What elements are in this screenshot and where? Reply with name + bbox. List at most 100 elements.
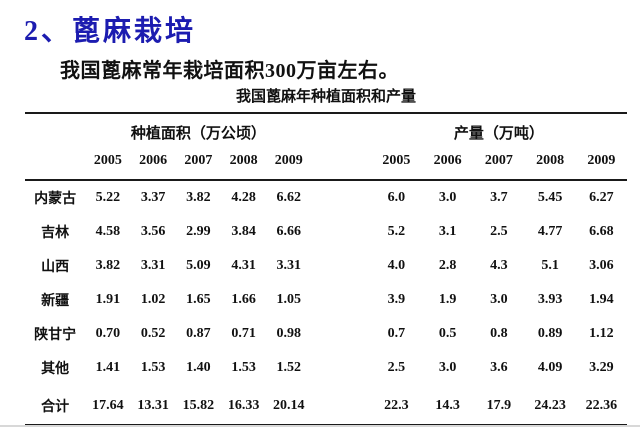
- cell: 1.40: [186, 360, 211, 375]
- slide-heading: 2、蓖麻栽培: [24, 16, 197, 47]
- cell: 4.28: [231, 190, 256, 205]
- cell: 6.68: [589, 224, 614, 239]
- cell: 0.52: [140, 326, 166, 341]
- cell: 4.0: [387, 258, 406, 273]
- cell: 5.09: [186, 258, 211, 273]
- group-spacer: [311, 215, 370, 249]
- cell: 1.12: [589, 326, 614, 341]
- cell: 15.82: [182, 398, 215, 413]
- cell: 0.5: [438, 326, 457, 341]
- total-row: 合计 17.64 13.31 15.82 16.33 20.14 22.3 14…: [25, 385, 627, 426]
- group-spacer: [311, 317, 370, 351]
- row-label: 山西: [41, 260, 70, 275]
- cell: 4.3: [490, 258, 508, 273]
- cell: 1.9: [438, 292, 457, 307]
- table-row: 内蒙古 5.22 3.37 3.82 4.28 6.62 6.0 3.0 3.7…: [25, 180, 627, 215]
- slide-subtitle: 我国蓖麻常年栽培面积300万亩左右。: [60, 60, 399, 82]
- year-header-row: 2005 2006 2007 2008 2009 2005 2006 2007 …: [25, 145, 627, 180]
- row-label: 吉林: [41, 226, 70, 241]
- cell: 3.82: [95, 258, 121, 273]
- group-spacer: [311, 180, 370, 215]
- cell: 5.22: [95, 190, 121, 205]
- year-header: 2008: [536, 153, 565, 168]
- cell: 3.0: [438, 360, 457, 375]
- group-spacer: [311, 249, 370, 283]
- cell: 3.84: [231, 224, 256, 239]
- cell: 20.14: [273, 398, 305, 413]
- cell: 3.56: [140, 224, 166, 239]
- table-section: 我国蓖麻年种植面积和产量 种植面积（万公顷） 产量（万吨） 2005 20: [25, 85, 627, 427]
- group-spacer: [311, 385, 370, 426]
- table-row: 山西 3.82 3.31 5.09 4.31 3.31 4.0 2.8 4.3 …: [25, 249, 627, 283]
- cell: 3.6: [490, 360, 508, 375]
- year-header: 2005: [382, 153, 411, 168]
- cell: 5.2: [387, 224, 406, 239]
- cell: 17.9: [486, 398, 512, 413]
- cell: 1.52: [276, 360, 302, 375]
- group-spacer: [311, 113, 370, 145]
- cell: 0.8: [490, 326, 508, 341]
- cell: 1.02: [140, 292, 166, 307]
- cell: 0.89: [537, 326, 563, 341]
- year-header: 2007: [484, 153, 513, 168]
- cell: 0.71: [231, 326, 256, 341]
- cell: 3.29: [589, 360, 614, 375]
- table-row: 其他 1.41 1.53 1.40 1.53 1.52 2.5 3.0 3.6 …: [25, 351, 627, 385]
- column-group-row: 种植面积（万公顷） 产量（万吨）: [25, 113, 627, 145]
- cell: 1.91: [95, 292, 121, 307]
- year-header: 2006: [433, 153, 462, 168]
- corner-cell: [25, 113, 85, 145]
- bottom-divider: [0, 425, 640, 427]
- cell: 3.7: [490, 190, 508, 205]
- cell: 3.93: [537, 292, 563, 307]
- cell: 0.7: [387, 326, 406, 341]
- cell: 2.5: [490, 224, 508, 239]
- row-label: 陕甘宁: [34, 328, 77, 343]
- cell: 5.45: [537, 190, 563, 205]
- cell: 4.09: [537, 360, 563, 375]
- cell: 1.53: [231, 360, 256, 375]
- year-header: 2006: [139, 153, 168, 168]
- cell: 22.36: [585, 398, 618, 413]
- group-header-area: 种植面积（万公顷）: [130, 126, 266, 142]
- cell: 3.06: [589, 258, 614, 273]
- cell: 1.41: [95, 360, 121, 375]
- cell: 14.3: [435, 398, 460, 413]
- year-header: 2009: [274, 153, 303, 168]
- cell: 6.27: [589, 190, 614, 205]
- row-label: 其他: [41, 362, 70, 377]
- cell: 1.66: [231, 292, 256, 307]
- cell: 3.82: [186, 190, 211, 205]
- group-spacer: [311, 145, 370, 180]
- group-spacer: [311, 283, 370, 317]
- cell: 22.3: [384, 398, 409, 413]
- table-row: 吉林 4.58 3.56 2.99 3.84 6.66 5.2 3.1 2.5 …: [25, 215, 627, 249]
- cell: 2.99: [186, 224, 211, 239]
- cell: 1.05: [276, 292, 302, 307]
- cell: 3.37: [140, 190, 166, 205]
- cell: 0.70: [95, 326, 121, 341]
- cell: 13.31: [137, 398, 169, 413]
- data-table: 种植面积（万公顷） 产量（万吨） 2005 2006 2007 2008 200…: [25, 112, 627, 427]
- cell: 6.66: [276, 224, 302, 239]
- cell: 1.53: [140, 360, 166, 375]
- cell: 1.65: [186, 292, 211, 307]
- year-header: 2009: [587, 153, 616, 168]
- cell: 3.0: [438, 190, 457, 205]
- cell: 3.1: [438, 224, 457, 239]
- cell: 6.0: [387, 190, 406, 205]
- cell: 0.98: [276, 326, 302, 341]
- cell: 1.94: [589, 292, 614, 307]
- cell: 16.33: [227, 398, 260, 413]
- year-header: 2005: [93, 153, 122, 168]
- cell: 4.77: [537, 224, 563, 239]
- year-header: 2008: [229, 153, 258, 168]
- cell: 3.9: [387, 292, 406, 307]
- cell: 3.31: [276, 258, 302, 273]
- cell: 5.1: [541, 258, 559, 273]
- group-spacer: [311, 351, 370, 385]
- cell: 2.8: [438, 258, 457, 273]
- cell: 24.23: [534, 398, 566, 413]
- cell: 17.64: [92, 398, 124, 413]
